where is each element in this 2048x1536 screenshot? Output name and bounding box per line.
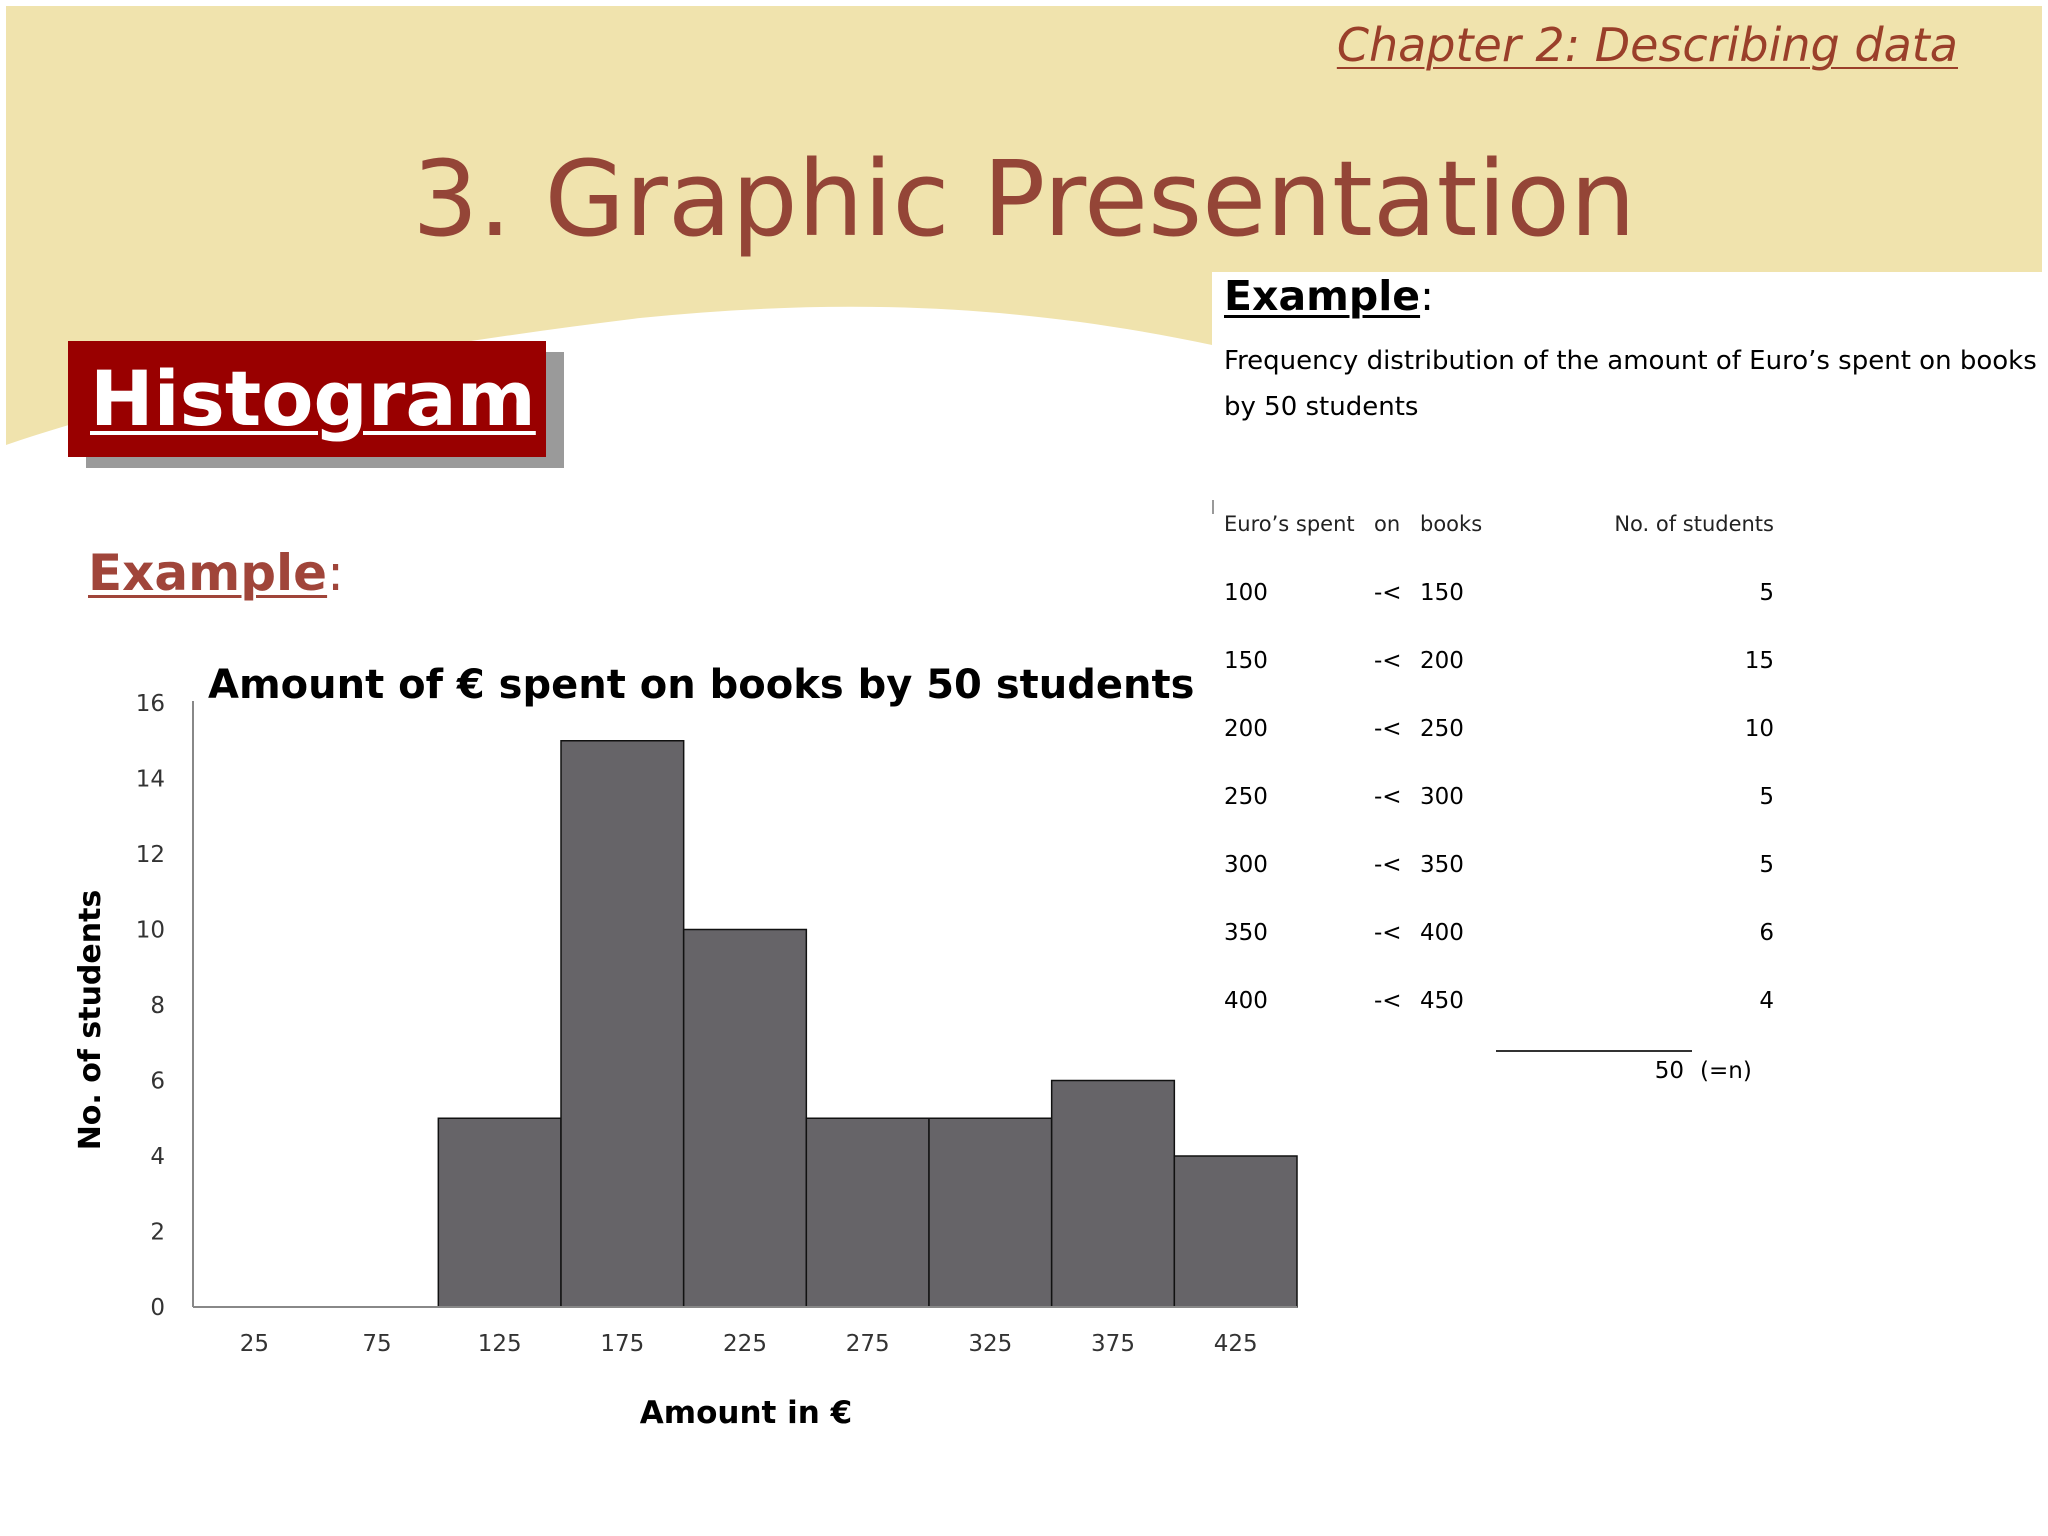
table-row: 150 -< 200 15	[1224, 648, 1784, 716]
table-row: 200 -< 250 10	[1224, 716, 1784, 784]
histogram-bar-125	[437, 1117, 562, 1308]
x-tick-label: 325	[968, 1331, 1012, 1357]
y-tick-label: 2	[150, 1220, 165, 1246]
cell-count: 6	[1759, 920, 1774, 946]
x-tick-label: 225	[723, 1331, 767, 1357]
cell-separator: -<	[1374, 648, 1402, 674]
example-colon-left: :	[327, 544, 344, 602]
table-row: 300 -< 350 5	[1224, 852, 1784, 920]
cell-from: 300	[1224, 852, 1268, 878]
y-tick-label: 10	[136, 918, 165, 944]
cell-separator: -<	[1374, 852, 1402, 878]
histogram-bar-375	[1050, 1079, 1176, 1308]
table-row: 400 -< 450 4	[1224, 988, 1784, 1056]
histogram-bar-275	[805, 1117, 930, 1308]
x-tick-label: 75	[362, 1331, 391, 1357]
chart-title: Amount of € spent on books by 50 student…	[208, 662, 1194, 708]
histogram-bar-425	[1173, 1155, 1298, 1308]
cell-to: 200	[1420, 648, 1464, 674]
cell-from: 150	[1224, 648, 1268, 674]
y-tick-label: 12	[136, 842, 165, 868]
header-euros-spent: Euro’s spent	[1224, 512, 1355, 536]
header-no-of-students: No. of students	[1614, 512, 1774, 536]
section-label-box: Histogram	[68, 341, 546, 457]
histogram-bar-175	[560, 740, 685, 1308]
table-header: Euro’s spent on books No. of students	[1224, 512, 1784, 580]
cell-separator: -<	[1374, 716, 1402, 742]
slide-title: 3. Graphic Presentation	[412, 138, 1636, 260]
x-tick-labels: 25 75 125 175 225 275 325 375 425	[240, 1331, 1258, 1357]
frequency-table: Euro’s spent on books No. of students 10…	[1224, 512, 1784, 1056]
table-row: 250 -< 300 5	[1224, 784, 1784, 852]
example-label-left: Example	[88, 544, 328, 602]
header-on: on	[1374, 512, 1401, 536]
cell-from: 250	[1224, 784, 1268, 810]
table-total-note: (=n)	[1700, 1058, 1752, 1084]
banner-wave	[6, 6, 2042, 445]
y-tick-label: 16	[136, 691, 165, 717]
frequency-panel: Example: Frequency distribution of the a…	[1212, 272, 2048, 1536]
histogram-bar-225	[682, 928, 808, 1308]
table-total: 50	[1654, 1058, 1684, 1084]
cell-separator: -<	[1374, 988, 1402, 1014]
x-tick-label: 125	[478, 1331, 522, 1357]
table-row: 350 -< 400 6	[1224, 920, 1784, 988]
x-tick-label: 275	[846, 1331, 890, 1357]
panel-edge-mark	[1212, 500, 1214, 514]
bars-group	[437, 740, 1298, 1308]
cell-to: 250	[1420, 716, 1464, 742]
cell-to: 450	[1420, 988, 1464, 1014]
cell-to: 150	[1420, 580, 1464, 606]
example-heading-right: Example:	[1224, 272, 1434, 320]
axes-group	[192, 701, 1297, 1308]
cell-count: 10	[1744, 716, 1774, 742]
y-tick-label: 14	[136, 767, 165, 793]
cell-to: 400	[1420, 920, 1464, 946]
total-rule	[1496, 1050, 1692, 1052]
y-axis-label: No. of students	[73, 890, 108, 1151]
example-colon-right: :	[1420, 272, 1434, 320]
cell-from: 200	[1224, 716, 1268, 742]
cell-count: 5	[1759, 580, 1774, 606]
table-subtitle: Frequency distribution of the amount of …	[1224, 346, 2037, 422]
cell-from: 100	[1224, 580, 1268, 606]
cell-count: 15	[1744, 648, 1774, 674]
histogram-bar-325	[928, 1117, 1053, 1308]
cell-separator: -<	[1374, 920, 1402, 946]
section-label: Histogram	[90, 354, 536, 443]
y-tick-label: 0	[150, 1295, 165, 1321]
cell-count: 4	[1759, 988, 1774, 1014]
cell-count: 5	[1759, 852, 1774, 878]
cell-to: 350	[1420, 852, 1464, 878]
y-tick-label: 4	[150, 1144, 165, 1170]
y-tick-label: 6	[150, 1069, 165, 1095]
cell-separator: -<	[1374, 784, 1402, 810]
chapter-label: Chapter 2: Describing data	[1336, 18, 1958, 72]
x-tick-label: 375	[1091, 1331, 1135, 1357]
cell-from: 400	[1224, 988, 1268, 1014]
y-tick-labels: 0 2 4 6 8 10 12 14 16	[136, 691, 165, 1321]
x-tick-label: 425	[1214, 1331, 1258, 1357]
x-axis-label: Amount in €	[640, 1395, 852, 1431]
table-row: 100 -< 150 5	[1224, 580, 1784, 648]
cell-count: 5	[1759, 784, 1774, 810]
example-label-right: Example	[1224, 272, 1421, 320]
y-tick-label: 8	[150, 993, 165, 1019]
cell-from: 350	[1224, 920, 1268, 946]
cell-separator: -<	[1374, 580, 1402, 606]
histogram-chart: Amount of € spent on books by 50 student…	[73, 662, 1298, 1431]
x-tick-label: 25	[240, 1331, 269, 1357]
cell-to: 300	[1420, 784, 1464, 810]
example-heading-left: Example:	[88, 544, 344, 602]
header-books: books	[1420, 512, 1483, 536]
x-tick-label: 175	[600, 1331, 644, 1357]
